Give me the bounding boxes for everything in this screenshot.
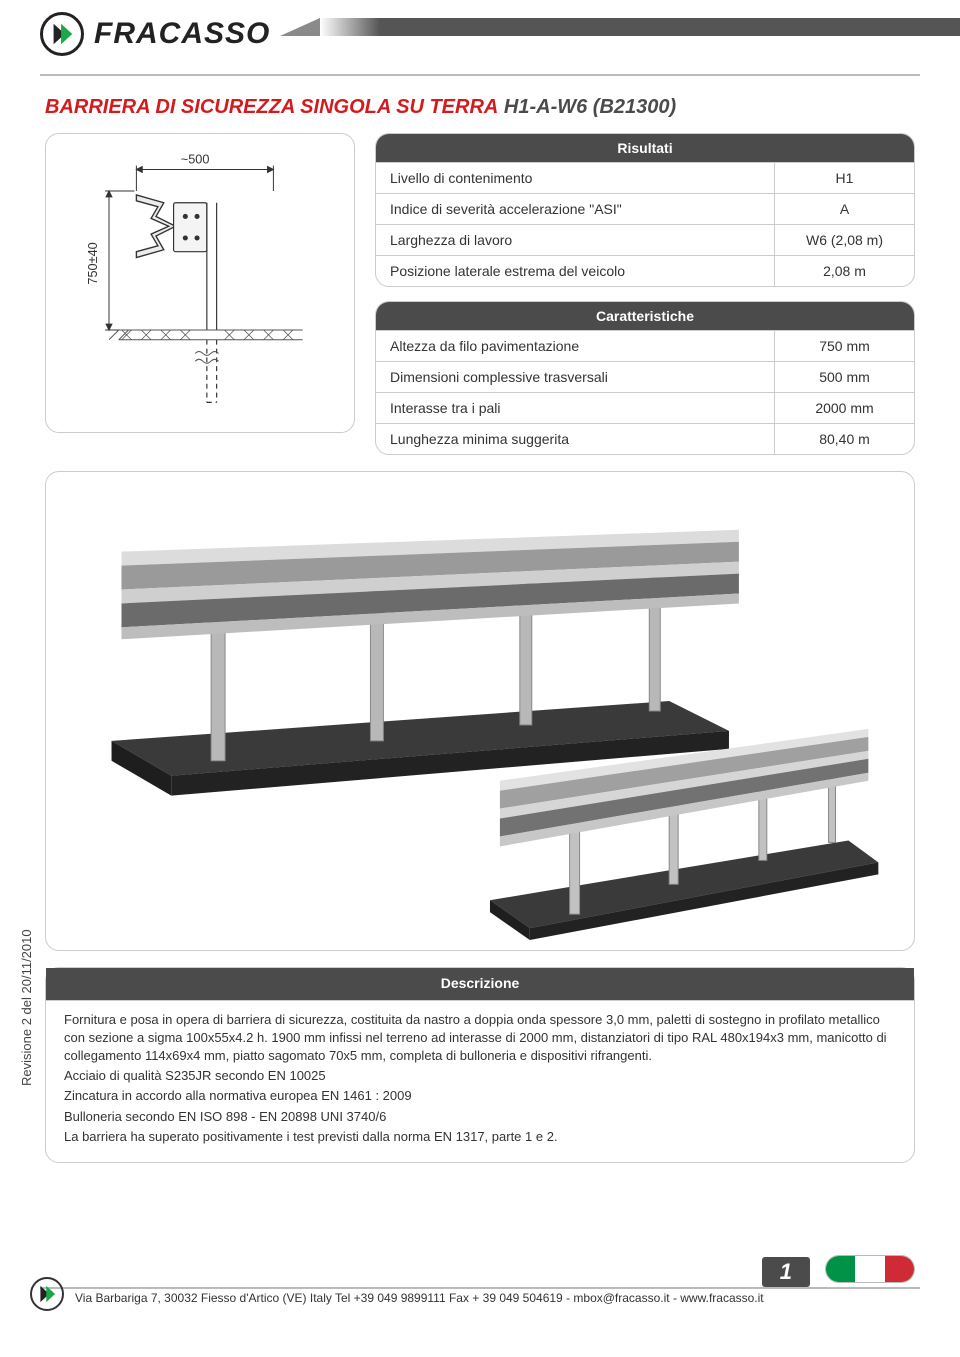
revision-label: Revisione 2 del 20/11/2010 xyxy=(19,929,34,1086)
result-label: Posizione laterale estrema del veicolo xyxy=(376,256,774,286)
description-header: Descrizione xyxy=(46,968,914,1001)
results-table: Risultati Livello di contenimento H1 Ind… xyxy=(375,133,915,287)
table-row: Interasse tra i pali 2000 mm xyxy=(376,393,914,424)
result-value: H1 xyxy=(774,163,914,193)
tables-column: Risultati Livello di contenimento H1 Ind… xyxy=(375,133,915,455)
dim-width-label: ~500 xyxy=(181,152,210,167)
char-value: 500 mm xyxy=(774,362,914,392)
guardrail-profile xyxy=(136,195,175,258)
desc-line: La barriera ha superato positivamente i … xyxy=(64,1128,896,1146)
footer-brand-mark-icon xyxy=(30,1277,64,1311)
result-value: 2,08 m xyxy=(774,256,914,286)
result-value: W6 (2,08 m) xyxy=(774,225,914,255)
result-label: Larghezza di lavoro xyxy=(376,225,774,255)
table-row: Larghezza di lavoro W6 (2,08 m) xyxy=(376,225,914,256)
desc-line: Zincatura in accordo alla normativa euro… xyxy=(64,1087,896,1105)
result-label: Indice di severità accelerazione "ASI" xyxy=(376,194,774,224)
title-code: H1-A-W6 (B21300) xyxy=(504,96,676,118)
table-row: Posizione laterale estrema del veicolo 2… xyxy=(376,256,914,286)
page: FRACASSO BARRIERA DI SICUREZZA SINGOLA S… xyxy=(0,0,960,1357)
flag-italy-icon xyxy=(825,1255,915,1283)
desc-line: Bulloneria secondo EN ISO 898 - EN 20898… xyxy=(64,1108,896,1126)
brand-mark-icon xyxy=(40,12,84,56)
desc-line: Acciaio di qualità S235JR secondo EN 100… xyxy=(64,1067,896,1085)
table-row: Lunghezza minima suggerita 80,40 m xyxy=(376,424,914,454)
page-number: 1 xyxy=(762,1257,810,1287)
guardrail-render-icon xyxy=(46,472,914,950)
title-prefix: BARRIERA DI SICUREZZA SINGOLA SU TERRA xyxy=(45,96,498,118)
characteristics-table: Caratteristiche Altezza da filo paviment… xyxy=(375,301,915,455)
table-row: Livello di contenimento H1 xyxy=(376,163,914,194)
table-row: Indice di severità accelerazione "ASI" A xyxy=(376,194,914,225)
description-body: Fornitura e posa in opera di barriera di… xyxy=(46,1001,914,1146)
page-title: BARRIERA DI SICUREZZA SINGOLA SU TERRA H… xyxy=(45,96,915,119)
desc-line: Fornitura e posa in opera di barriera di… xyxy=(64,1011,896,1066)
page-header: FRACASSO xyxy=(0,0,960,70)
char-value: 80,40 m xyxy=(774,424,914,454)
render-large xyxy=(112,530,739,796)
description-panel: Descrizione Fornitura e posa in opera di… xyxy=(45,967,915,1163)
characteristics-header: Caratteristiche xyxy=(376,302,914,331)
header-stripe xyxy=(320,18,960,36)
technical-drawing-icon: ~500 750±40 xyxy=(58,146,342,420)
result-label: Livello di contenimento xyxy=(376,163,774,193)
dim-height-label: 750±40 xyxy=(85,242,100,284)
table-row: Altezza da filo pavimentazione 750 mm xyxy=(376,331,914,362)
content-area: BARRIERA DI SICUREZZA SINGOLA SU TERRA H… xyxy=(0,76,960,1286)
char-label: Dimensioni complessive trasversali xyxy=(376,362,774,392)
footer-address: Via Barbariga 7, 30032 Fiesso d'Artico (… xyxy=(75,1291,764,1305)
technical-drawing-panel: ~500 750±40 xyxy=(45,133,355,433)
ground-hatch xyxy=(109,330,303,363)
char-label: Interasse tra i pali xyxy=(376,393,774,423)
render-panel xyxy=(45,471,915,951)
char-label: Lunghezza minima suggerita xyxy=(376,424,774,454)
results-header: Risultati xyxy=(376,134,914,163)
table-row: Dimensioni complessive trasversali 500 m… xyxy=(376,362,914,393)
char-value: 2000 mm xyxy=(774,393,914,423)
brand-name: FRACASSO xyxy=(94,17,270,51)
char-value: 750 mm xyxy=(774,331,914,361)
result-value: A xyxy=(774,194,914,224)
char-label: Altezza da filo pavimentazione xyxy=(376,331,774,361)
page-footer: 1 Via Barbariga 7, 30032 Fiesso d'Artico… xyxy=(0,1287,960,1357)
top-row: ~500 750±40 xyxy=(45,133,915,455)
